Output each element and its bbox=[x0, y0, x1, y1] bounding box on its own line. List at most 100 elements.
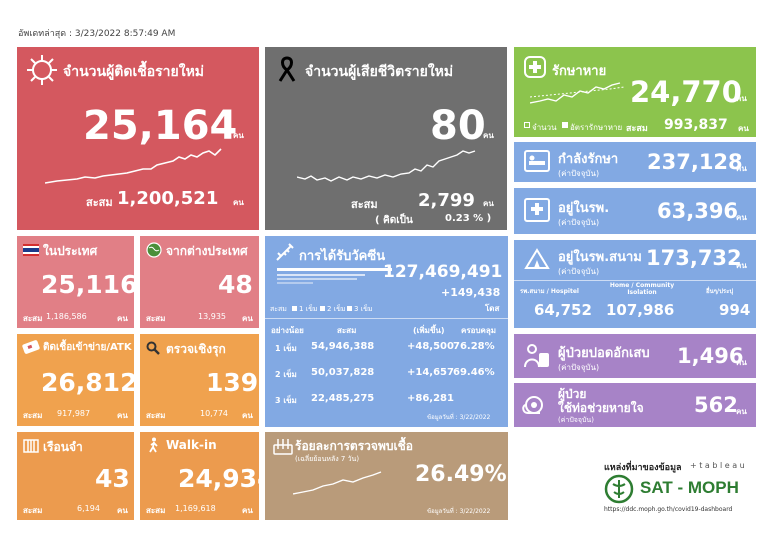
ventilator-tile[interactable]: ผู้ป่วย ใช้ท่อช่วยหายใจ (ค่าปัจจุบัน) 56… bbox=[514, 383, 756, 427]
in-hospital-sub: (ค่าปัจจุบัน) bbox=[558, 218, 600, 227]
in-hospital-tile[interactable]: อยู่ในรพ. (ค่าปัจจุบัน) 63,396 คน bbox=[514, 188, 756, 234]
positivity-tile[interactable]: ร้อยละการตรวจพบเชื้อ (เฉลี่ยย้อนหลัง 7 ว… bbox=[265, 432, 508, 520]
vaccine-row3-increase: +86,281 bbox=[407, 393, 454, 404]
imported-value: 48 bbox=[218, 270, 253, 299]
vaccine-row2-coverage: 69.46% bbox=[453, 367, 495, 378]
test-kit-icon bbox=[22, 340, 40, 354]
field-hospital-col2-value: 107,986 bbox=[606, 301, 675, 319]
syringe-icon bbox=[276, 243, 294, 261]
new-deaths-total-unit: คน bbox=[483, 199, 494, 208]
ventilator-value: 562 bbox=[694, 393, 738, 417]
domestic-title: ในประเทศ bbox=[43, 244, 98, 258]
prison-title: เรือนจำ bbox=[43, 440, 83, 454]
atk-total: 917,987 bbox=[57, 409, 91, 418]
vaccine-tile[interactable]: การได้รับวัคซีน 127,469,491 +149,438 โดส… bbox=[265, 236, 508, 427]
new-deaths-total-label: สะสม bbox=[351, 198, 378, 211]
patient-lungs-icon bbox=[524, 344, 549, 368]
vaccine-header-dose: อย่างน้อย bbox=[271, 326, 304, 335]
walkin-tile[interactable]: Walk-in 24,934 สะสม 1,169,618 คน bbox=[140, 432, 259, 520]
walkin-total: 1,169,618 bbox=[175, 504, 216, 513]
positivity-data-date: ข้อมูลวันที่ : 3/22/2022 bbox=[427, 508, 491, 515]
divider bbox=[514, 280, 756, 281]
pneumonia-title: ผู้ป่วยปอดอักเสบ bbox=[558, 346, 650, 361]
domestic-total-unit: คน bbox=[117, 314, 128, 323]
vaccine-legend-dose3: 3 เข็ม bbox=[354, 305, 373, 313]
in-treatment-unit: คน bbox=[736, 164, 747, 173]
field-hospital-col3-value: 994 bbox=[719, 301, 751, 319]
source-url[interactable]: https://ddc.moph.go.th/covid19-dashboard bbox=[604, 506, 733, 513]
recovered-total-unit: คน bbox=[738, 124, 749, 133]
vaccine-bar-dose1 bbox=[277, 274, 365, 276]
new-cases-value: 25,164 bbox=[83, 103, 238, 149]
virus-icon bbox=[27, 55, 57, 85]
new-cases-title: จำนวนผู้ติดเชื้อรายใหม่ bbox=[63, 64, 205, 80]
vaccine-row1-dose: 1 เข็ม bbox=[275, 344, 297, 353]
field-hospital-sub: (ค่าปัจจุบัน) bbox=[558, 267, 600, 276]
domestic-total-label: สะสม bbox=[23, 314, 43, 323]
magnifier-icon bbox=[146, 341, 160, 355]
legend-count-label: จำนวน bbox=[532, 123, 557, 132]
field-hospital-tile[interactable]: อยู่ในรพ.สนาม (ค่าปัจจุบัน) 173,732 คน ร… bbox=[514, 240, 756, 328]
new-cases-total-label: สะสม bbox=[86, 196, 113, 209]
prison-bars-icon bbox=[23, 439, 39, 453]
ventilator-icon bbox=[522, 396, 543, 414]
field-hospital-value: 173,732 bbox=[646, 246, 742, 270]
legend-dose1-swatch bbox=[292, 306, 297, 311]
hospital-building-icon bbox=[524, 198, 550, 222]
in-hospital-title: อยู่ในรพ. bbox=[558, 201, 610, 216]
in-treatment-tile[interactable]: กำลังรักษา (ค่าปัจจุบัน) 237,128 คน bbox=[514, 142, 756, 182]
atk-tile[interactable]: ติดเชื้อเข้าข่าย/ATK 26,812 สะสม 917,987… bbox=[17, 334, 134, 426]
in-hospital-value: 63,396 bbox=[657, 199, 739, 223]
walkin-total-unit: คน bbox=[242, 506, 253, 515]
proactive-total: 10,774 bbox=[200, 409, 228, 418]
positivity-value: 26.49% bbox=[415, 462, 507, 487]
proactive-total-label: สะสม bbox=[146, 411, 166, 420]
new-cases-total-unit: คน bbox=[233, 198, 244, 207]
pneumonia-value: 1,496 bbox=[677, 344, 744, 368]
lab-test-icon bbox=[273, 439, 293, 455]
source-label: แหล่งที่มาของข้อมูล bbox=[604, 463, 682, 473]
vaccine-row1-increase: +48,500 bbox=[407, 341, 454, 352]
in-treatment-title: กำลังรักษา bbox=[558, 152, 619, 167]
atk-value: 26,812 bbox=[41, 368, 134, 397]
vaccine-bar-dose3 bbox=[277, 282, 313, 284]
positivity-title: ร้อยละการตรวจพบเชื้อ bbox=[295, 439, 413, 453]
walkin-title: Walk-in bbox=[166, 438, 217, 452]
legend-count-swatch bbox=[524, 122, 530, 128]
imported-tile[interactable]: จากต่างประเทศ 48 สะสม 13,935 คน bbox=[140, 236, 259, 328]
domestic-tile[interactable]: ในประเทศ 25,116 สะสม 1,186,586 คน bbox=[17, 236, 134, 328]
recovered-unit: คน bbox=[736, 94, 747, 103]
new-deaths-trend-line bbox=[297, 150, 476, 182]
vaccine-bar-dose2 bbox=[277, 278, 357, 280]
proactive-total-unit: คน bbox=[242, 411, 253, 420]
vaccine-delta: +149,438 bbox=[441, 286, 501, 299]
field-hospital-col2-label: Home / Community Isolation bbox=[609, 282, 675, 296]
atk-title: ติดเชื้อเข้าข่าย/ATK bbox=[43, 342, 132, 353]
legend-rate-label: อัตรารักษาหาย bbox=[570, 123, 623, 132]
sat-moph-logo: SAT - MOPH bbox=[640, 478, 739, 497]
field-hospital-unit: คน bbox=[736, 261, 747, 270]
imported-title: จากต่างประเทศ bbox=[166, 244, 248, 258]
in-hospital-unit: คน bbox=[736, 213, 747, 222]
new-deaths-pct: 0.23 % ) bbox=[445, 213, 492, 224]
vaccine-row1-coverage: 76.28% bbox=[453, 341, 495, 352]
atk-total-label: สะสม bbox=[23, 411, 43, 420]
recovered-tile[interactable]: รักษาหาย 24,770 คน จำนวน อัตรารักษาหาย ส… bbox=[514, 47, 756, 137]
proactive-tile[interactable]: ตรวจเชิงรุก 139 สะสม 10,774 คน bbox=[140, 334, 259, 426]
new-cases-tile[interactable]: จำนวนผู้ติดเชื้อรายใหม่ 25,164 คน สะสม 1… bbox=[17, 47, 259, 230]
domestic-total: 1,186,586 bbox=[46, 312, 87, 321]
vaccine-row3-cumulative: 22,485,275 bbox=[311, 393, 375, 404]
walkin-value: 24,934 bbox=[178, 464, 259, 493]
legend-rate-swatch bbox=[562, 122, 568, 128]
new-deaths-pct-label: ( คิดเป็น bbox=[375, 215, 413, 226]
new-deaths-value: 80 bbox=[430, 103, 486, 149]
new-cases-trend-line bbox=[45, 148, 222, 184]
vaccine-bar-total bbox=[277, 268, 392, 271]
vaccine-legend-total: สะสม bbox=[270, 305, 287, 313]
positivity-sub: (เฉลี่ยย้อนหลัง 7 วัน) bbox=[295, 455, 360, 463]
globe-icon bbox=[146, 242, 162, 258]
prison-tile[interactable]: เรือนจำ 43 สะสม 6,194 คน bbox=[17, 432, 134, 520]
imported-total-unit: คน bbox=[242, 314, 253, 323]
pneumonia-tile[interactable]: ผู้ป่วยปอดอักเสบ (ค่าปัจจุบัน) 1,496 คน bbox=[514, 334, 756, 378]
new-deaths-tile[interactable]: จำนวนผู้เสียชีวิตรายใหม่ 80 คน สะสม 2,79… bbox=[265, 47, 507, 230]
